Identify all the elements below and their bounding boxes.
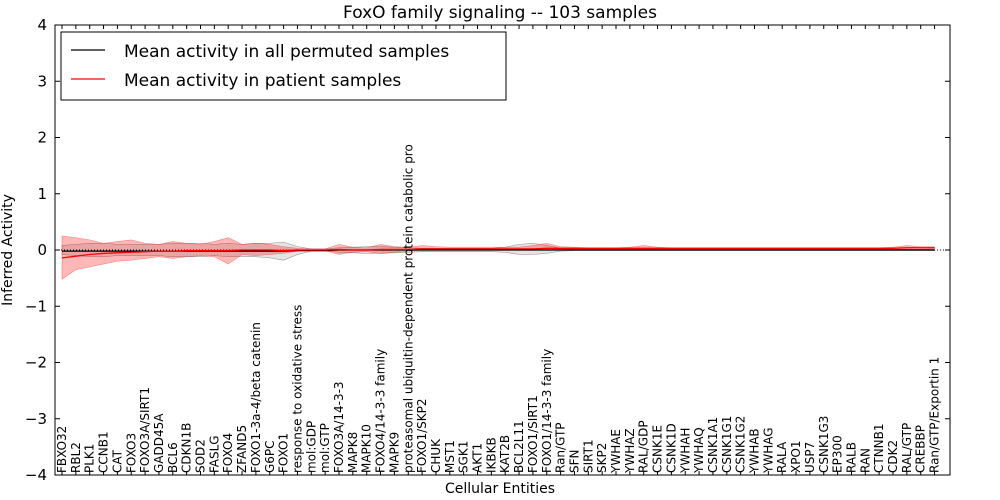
x-tick-label: IKBKB xyxy=(484,437,498,473)
x-tick-label: AKT1 xyxy=(471,443,485,473)
x-tick-label: YWHAZ xyxy=(623,428,637,474)
x-tick-label: Ran/GTP xyxy=(554,422,568,473)
x-tick-label: YWHAG xyxy=(761,427,775,474)
x-tick-label: SFN xyxy=(567,450,581,474)
x-tick-label: USP7 xyxy=(803,442,817,473)
x-tick-label: CDKN1B xyxy=(180,423,194,473)
x-tick-label: FOXO3 xyxy=(124,433,138,473)
x-tick-label: CSNK1E xyxy=(651,425,665,473)
x-tick-label: CREBBP xyxy=(914,425,928,473)
x-tick-label: PLK1 xyxy=(83,444,97,473)
x-tick-label: FOXO1 xyxy=(277,433,291,473)
chart-title: FoxO family signaling -- 103 samples xyxy=(343,3,657,23)
x-tick-label: mol:GDP xyxy=(304,421,318,473)
y-tick-label: 2 xyxy=(37,129,47,147)
x-tick-label: MST1 xyxy=(443,440,457,473)
x-tick-label: FOXO1/SIRT1 xyxy=(526,395,540,473)
x-tick-label: GADD45A xyxy=(152,413,166,473)
x-tick-label: CSNK1G2 xyxy=(734,416,748,473)
x-tick-label: SOD2 xyxy=(194,439,208,473)
x-tick-label: FBXO32 xyxy=(55,426,69,473)
legend: Mean activity in all permuted samples Me… xyxy=(60,31,507,101)
x-tick-label: FOXO3A/SIRT1 xyxy=(138,387,152,473)
x-tick-label: EP300 xyxy=(831,435,845,473)
x-axis-label: Cellular Entities xyxy=(445,481,555,497)
x-tick-label: CSNK1G1 xyxy=(720,416,734,473)
x-tick-label: SGK1 xyxy=(457,441,471,473)
x-tick-label: CCNB1 xyxy=(97,431,111,473)
x-tick-label: response to oxidative stress xyxy=(290,305,304,473)
x-tick-label: FASLG xyxy=(207,435,221,473)
x-tick-label: FOXO1/14-3-3 family xyxy=(540,349,554,473)
y-tick-label: 0 xyxy=(37,241,47,259)
x-tick-label: mol:GTP xyxy=(318,423,332,473)
band-patient xyxy=(61,235,935,280)
x-tick-label: YWHAH xyxy=(678,428,692,474)
y-tick-label: 3 xyxy=(37,72,47,90)
y-tick-label: −3 xyxy=(25,410,47,428)
x-tick-label: CHUK xyxy=(429,438,443,473)
x-tick-label: YWHAE xyxy=(609,429,623,474)
x-tick-label: CSNK1D xyxy=(664,423,678,473)
x-tick-label: CAT xyxy=(110,449,124,473)
x-tick-label: MAPK10 xyxy=(360,424,374,473)
legend-label-permuted: Mean activity in all permuted samples xyxy=(124,42,449,62)
x-tick-label: FOXO4/14-3-3 family xyxy=(374,349,388,473)
x-tick-label: FOXO1-3a-4/beta catenin xyxy=(249,322,263,473)
x-tick-label: ZFAND5 xyxy=(235,425,249,473)
y-tick-label: 4 xyxy=(37,16,47,34)
y-tick-label: 1 xyxy=(37,185,47,203)
x-tick-label: XPO1 xyxy=(789,440,803,473)
y-tick-label: −1 xyxy=(25,297,47,315)
x-tick-label: SKP2 xyxy=(595,443,609,473)
x-tick-label: BCL6 xyxy=(166,442,180,473)
x-tick-label: CSNK1G3 xyxy=(817,416,831,473)
y-axis-label: Inferred Activity xyxy=(0,194,16,306)
x-tick-label: RBL2 xyxy=(69,442,83,473)
x-tick-label: RAL/GTP xyxy=(900,423,914,473)
x-tick-label: Ran/GTP/Exportin 1 xyxy=(928,357,942,473)
x-tick-label: FOXO4 xyxy=(221,433,235,473)
legend-label-patient: Mean activity in patient samples xyxy=(124,71,401,91)
series-line-patient xyxy=(61,247,935,259)
x-tick-label: FOXO1/SKP2 xyxy=(415,398,429,473)
x-tick-label: G6PC xyxy=(263,440,277,473)
x-tick-label: YWHAB xyxy=(748,428,762,474)
x-tick-label: FOXO3A/14-3-3 xyxy=(332,381,346,473)
x-tick-label: RAN xyxy=(858,448,872,473)
x-tick-label: RAL/GDP xyxy=(637,420,651,473)
x-tick-label: CSNK1A1 xyxy=(706,417,720,473)
x-tick-label: CDK2 xyxy=(886,440,900,473)
x-tick-label: MAPK9 xyxy=(387,432,401,473)
y-tick-label: −4 xyxy=(25,466,47,484)
legend-box xyxy=(60,31,507,101)
y-tick-label: −2 xyxy=(25,354,47,372)
x-tick-label: CTNNB1 xyxy=(872,423,886,473)
x-tick-label: RALA xyxy=(775,441,789,473)
x-tick-label: BCL2L11 xyxy=(512,420,526,473)
x-tick-label: KAT2B xyxy=(498,435,512,473)
x-tick-label: SIRT1 xyxy=(581,439,595,473)
x-tick-label: YWHAQ xyxy=(692,427,706,474)
x-tick-label: RALB xyxy=(844,442,858,473)
x-tick-label: proteasomal ubiquitin-dependent protein … xyxy=(401,144,415,473)
x-tick-label: MAPK8 xyxy=(346,432,360,473)
